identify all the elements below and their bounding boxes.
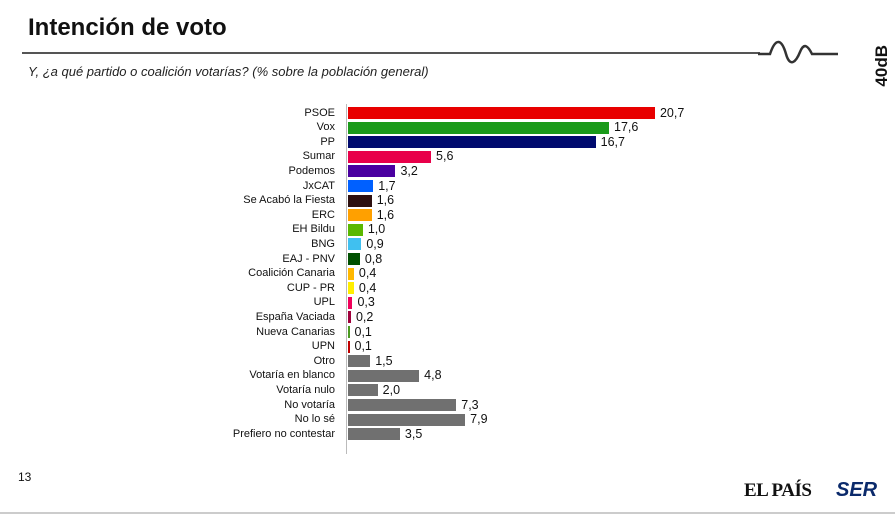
bar-no-lo-s- bbox=[348, 413, 466, 426]
value-label: 0,2 bbox=[355, 309, 374, 324]
category-label: ERC bbox=[311, 208, 335, 221]
bar-pp bbox=[348, 136, 596, 149]
value-label: 0,4 bbox=[358, 266, 377, 281]
value-label: 0,1 bbox=[354, 324, 372, 339]
value-label: 20,7 bbox=[659, 105, 685, 120]
category-label: Coalición Canaria bbox=[248, 267, 335, 280]
category-label: PP bbox=[320, 135, 335, 148]
value-label: 1,5 bbox=[375, 353, 393, 368]
bar-podemos bbox=[348, 165, 396, 178]
category-label: Votaría nulo bbox=[276, 383, 335, 396]
category-label: Prefiero no contestar bbox=[232, 427, 335, 440]
brand-logo-40db: 40dB bbox=[872, 45, 891, 87]
category-label: PSOE bbox=[304, 106, 335, 119]
value-label: 5,6 bbox=[436, 149, 454, 164]
category-label: Votaría en blanco bbox=[249, 369, 335, 382]
bar-psoe bbox=[348, 107, 655, 119]
value-label: 0,4 bbox=[358, 280, 377, 295]
bar-otro bbox=[348, 355, 371, 368]
bar-vox bbox=[348, 121, 609, 134]
value-label: 7,9 bbox=[470, 412, 488, 427]
category-label: CUP - PR bbox=[286, 281, 335, 294]
value-label: 0,9 bbox=[366, 236, 384, 251]
category-label: No votaría bbox=[284, 398, 335, 411]
value-label: 0,3 bbox=[357, 295, 375, 310]
bar-cup-pr bbox=[348, 282, 354, 295]
category-label: España Vaciada bbox=[255, 310, 335, 323]
category-label: Se Acabó la Fiesta bbox=[243, 194, 335, 207]
category-label: UPN bbox=[311, 340, 335, 353]
bar-espa-a-vaciada bbox=[348, 311, 351, 324]
value-label: 2,0 bbox=[382, 382, 401, 397]
y-axis-line bbox=[346, 104, 347, 454]
value-label: 3,2 bbox=[400, 163, 418, 178]
bar-votar-a-nulo bbox=[348, 384, 378, 397]
category-label: BNG bbox=[311, 237, 335, 250]
bar-sumar bbox=[348, 150, 432, 163]
category-label: Vox bbox=[316, 121, 335, 134]
bar-eaj-pnv bbox=[348, 253, 360, 265]
page-number: 13 bbox=[18, 470, 32, 484]
footer-divider bbox=[0, 512, 895, 514]
category-label: UPL bbox=[313, 296, 335, 309]
category-label: EH Bildu bbox=[292, 223, 335, 236]
bar-eh-bildu bbox=[348, 223, 363, 236]
value-label: 1,0 bbox=[367, 222, 386, 237]
value-label: 0,8 bbox=[364, 251, 383, 266]
value-label: 7,3 bbox=[461, 397, 479, 412]
el-pais-logo: EL PAÍS bbox=[744, 480, 812, 501]
category-label: Otro bbox=[313, 354, 335, 367]
value-label: 1,6 bbox=[376, 207, 395, 222]
category-label: EAJ - PNV bbox=[282, 252, 335, 265]
bar-nueva-canarias bbox=[348, 326, 350, 338]
bar-erc bbox=[348, 209, 372, 222]
value-label: 3,5 bbox=[404, 426, 423, 441]
value-label: 1,7 bbox=[378, 178, 396, 193]
category-label: Podemos bbox=[288, 164, 335, 177]
category-label: Sumar bbox=[302, 150, 335, 163]
page-title: Intención de voto bbox=[28, 14, 227, 41]
bar-upl bbox=[348, 296, 353, 309]
bar-votar-a-en-blanco bbox=[348, 369, 420, 382]
value-label: 1,6 bbox=[376, 193, 395, 208]
value-label: 4,8 bbox=[424, 368, 442, 383]
bar-no-votar-a bbox=[348, 399, 457, 411]
category-label: No lo sé bbox=[294, 413, 335, 426]
bar-coalici-n-canaria bbox=[348, 267, 354, 280]
chart-subtitle: Y, ¿a qué partido o coalición votarías? … bbox=[28, 64, 429, 79]
ser-logo: SER bbox=[836, 479, 878, 501]
category-label: Nueva Canarias bbox=[256, 325, 335, 338]
bar-bng bbox=[348, 238, 362, 251]
bar-jxcat bbox=[348, 180, 374, 192]
bar-se-acab-la-fiesta bbox=[348, 194, 372, 207]
value-label: 16,7 bbox=[600, 134, 625, 149]
bar-upn bbox=[348, 340, 350, 353]
bar-prefiero-no-contestar bbox=[348, 428, 400, 441]
value-label: 17,6 bbox=[614, 120, 639, 135]
title-divider bbox=[22, 52, 760, 54]
value-label: 0,1 bbox=[354, 339, 372, 354]
wave-decoration-icon bbox=[758, 40, 838, 64]
category-label: JxCAT bbox=[302, 179, 335, 192]
